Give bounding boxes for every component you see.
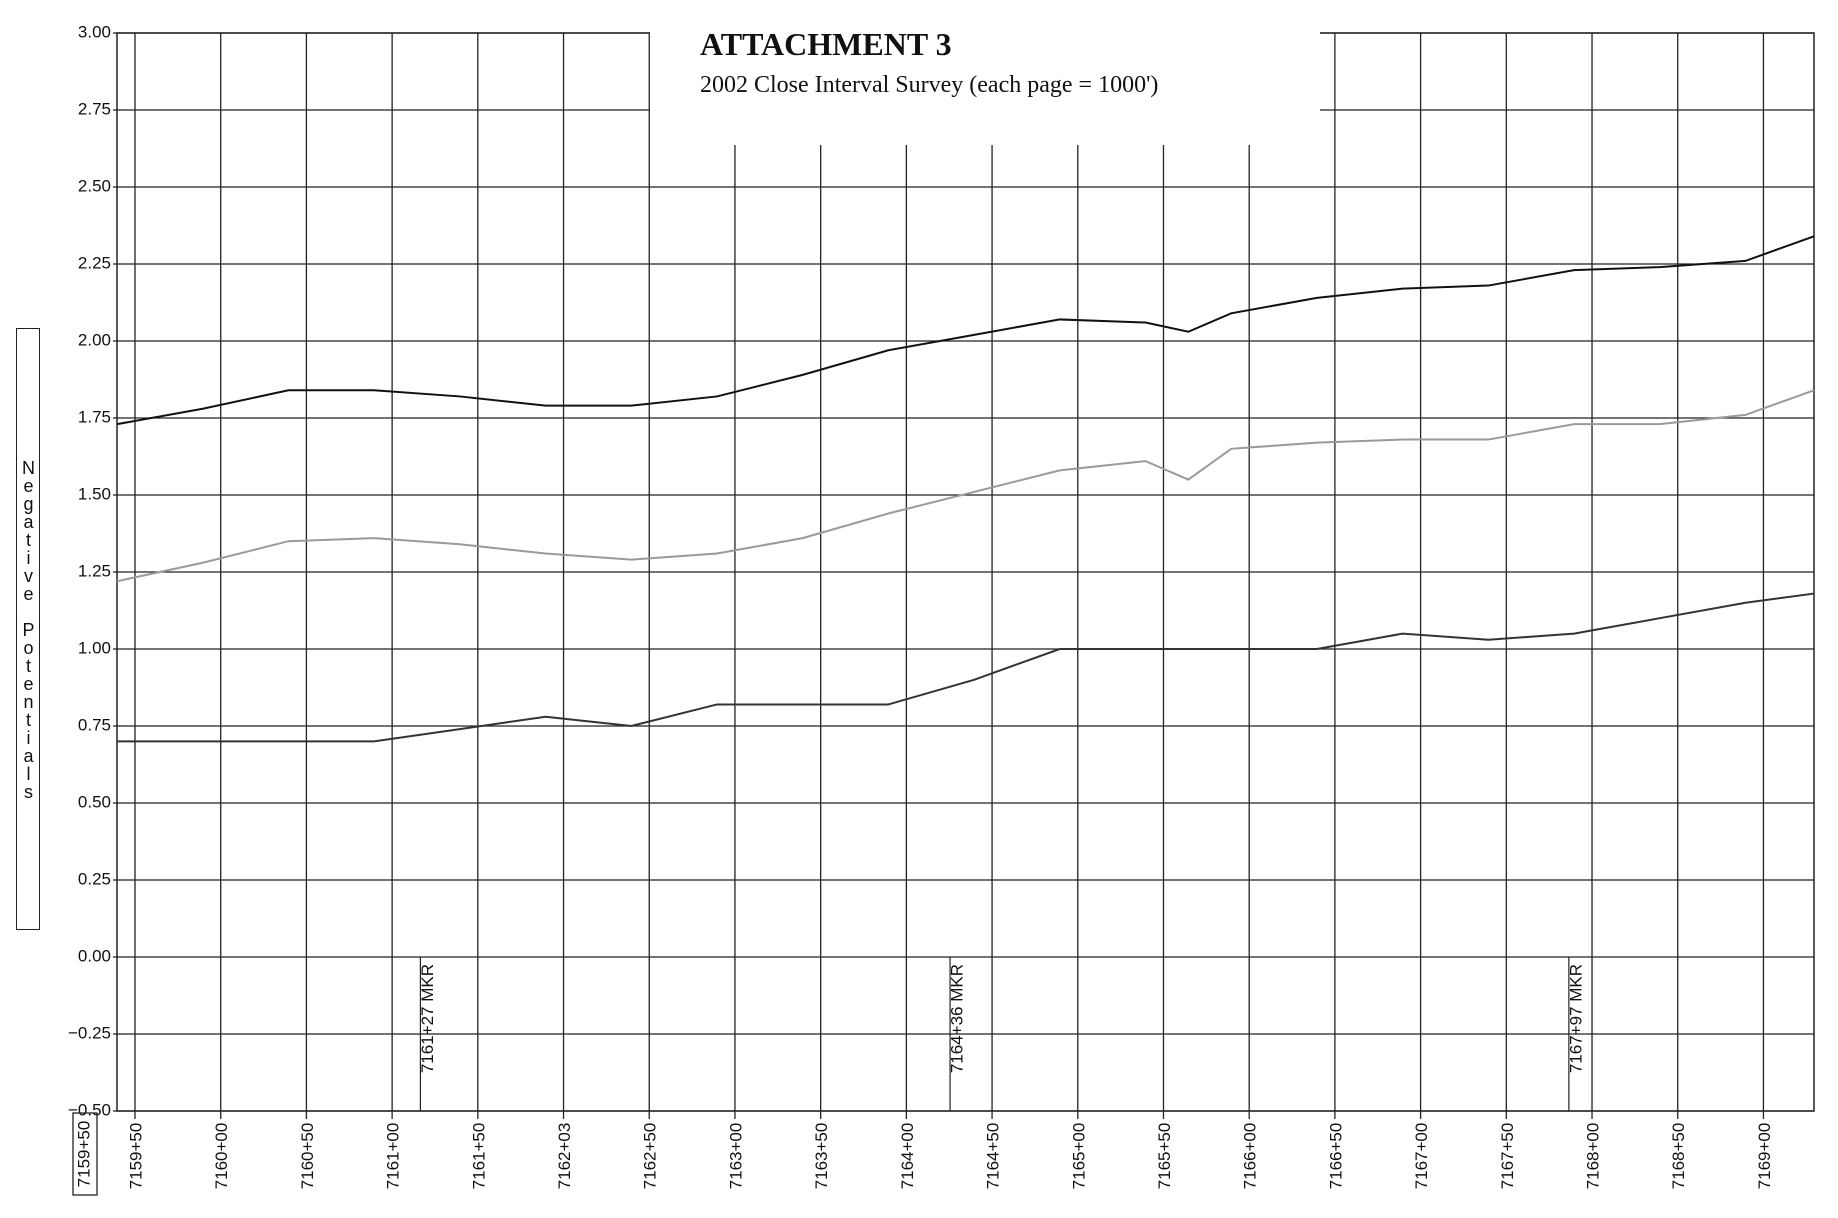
y-axis-label: Negative Potentials (16, 328, 40, 930)
x-tick-label: 7168+50 (1669, 1123, 1688, 1190)
x-tick-label: 7164+50 (984, 1123, 1003, 1190)
x-tick-label: 7163+00 (726, 1123, 745, 1190)
x-tick-label: 7160+50 (298, 1123, 317, 1190)
y-tick-label: 0.25 (78, 869, 111, 888)
marker-label: 7167+97 MKR (1566, 964, 1585, 1073)
y-tick-label: 2.25 (78, 253, 111, 272)
x-tick-label: 7167+00 (1412, 1123, 1431, 1190)
x-tick-label: 7163+50 (812, 1123, 831, 1190)
x-tick-label: 7161+50 (469, 1123, 488, 1190)
title-box (650, 0, 1320, 145)
series-line (116, 389, 1815, 583)
y-tick-label: −0.25 (68, 1023, 111, 1042)
x-start-label: 7159+50 (74, 1121, 93, 1188)
y-tick-label: 0.50 (78, 792, 111, 811)
y-tick-label: 2.75 (78, 99, 111, 118)
y-tick-label: 1.00 (78, 638, 111, 657)
x-tick-label: 7169+00 (1755, 1123, 1774, 1190)
marker-label: 7164+36 MKR (948, 964, 967, 1073)
y-tick-label: 3.00 (78, 22, 111, 41)
x-tick-label: 7166+00 (1241, 1123, 1260, 1190)
x-tick-label: 7161+00 (384, 1123, 403, 1190)
series-line (116, 235, 1815, 426)
x-tick-label: 7165+00 (1069, 1123, 1088, 1190)
x-tick-label: 7168+00 (1584, 1123, 1603, 1190)
x-tick-label: 7165+50 (1155, 1123, 1174, 1190)
y-tick-label: 2.00 (78, 330, 111, 349)
y-tick-label: 1.75 (78, 407, 111, 426)
marker-label: 7161+27 MKR (418, 964, 437, 1073)
series-line (117, 592, 1815, 743)
x-tick-label: 7160+00 (212, 1123, 231, 1190)
y-tick-label: 2.50 (78, 176, 111, 195)
y-tick-label: 0.00 (78, 946, 111, 965)
y-tick-label: 1.25 (78, 561, 111, 580)
x-tick-label: 7162+50 (641, 1123, 660, 1190)
chart-title: ATTACHMENT 3 (700, 26, 952, 62)
x-tick-label: 7167+50 (1498, 1123, 1517, 1190)
y-tick-label: −0.50 (68, 1100, 111, 1119)
x-tick-label: 7159+50 (126, 1123, 145, 1190)
y-tick-label: 0.75 (78, 715, 111, 734)
x-tick-label: 7166+50 (1326, 1123, 1345, 1190)
y-tick-label: 1.50 (78, 484, 111, 503)
x-tick-label: 7162+03 (555, 1123, 574, 1190)
x-start-box (72, 1112, 98, 1196)
chart-subtitle: 2002 Close Interval Survey (each page = … (700, 72, 1159, 98)
x-tick-label: 7164+00 (898, 1123, 917, 1190)
